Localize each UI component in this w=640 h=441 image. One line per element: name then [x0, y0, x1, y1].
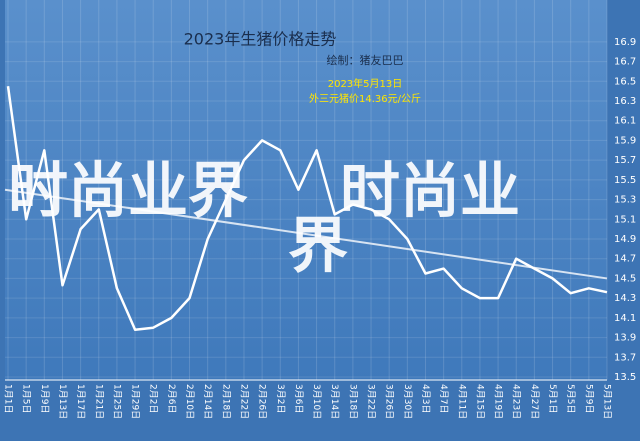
x-tick-label: 1月1日 — [3, 384, 14, 413]
y-tick-label: 13.7 — [614, 352, 636, 363]
x-tick-label: 3月18日 — [347, 384, 358, 419]
x-tick-label: 3月10日 — [311, 384, 322, 419]
x-tick-label: 3月26日 — [384, 384, 395, 419]
x-tick-label: 5月9日 — [583, 384, 594, 413]
y-tick-label: 15.9 — [614, 135, 636, 146]
y-tick-label: 14.7 — [614, 254, 636, 265]
y-tick-label: 13.9 — [614, 333, 636, 344]
x-tick-label: 3月14日 — [329, 384, 340, 419]
x-tick-label: 2月22日 — [238, 384, 249, 419]
x-tick-label: 4月23日 — [511, 384, 522, 419]
y-tick-label: 14.9 — [614, 234, 636, 245]
y-tick-label: 15.3 — [614, 195, 636, 206]
x-tick-label: 1月13日 — [57, 384, 68, 419]
y-tick-label: 15.7 — [614, 155, 636, 166]
x-tick-label: 4月19日 — [493, 384, 504, 419]
x-tick-label: 4月15日 — [474, 384, 485, 419]
x-tick-label: 5月5日 — [565, 384, 576, 413]
x-tick-label: 1月5日 — [21, 384, 32, 413]
annotation: 2023年5月13日 — [328, 77, 403, 90]
x-tick-label: 5月1日 — [547, 384, 558, 413]
y-tick-label: 16.1 — [614, 116, 636, 127]
x-tick-label: 2月6日 — [166, 384, 177, 413]
x-tick-label: 4月3日 — [420, 384, 431, 413]
chart-title: 2023年生猪价格走势 — [184, 30, 337, 49]
x-tick-label: 2月2日 — [148, 384, 159, 413]
x-tick-label: 4月11日 — [456, 384, 467, 419]
x-tick-label: 3月2日 — [275, 384, 286, 413]
x-tick-label: 1月17日 — [75, 384, 86, 419]
y-tick-label: 15.5 — [614, 175, 636, 186]
y-tick-label: 16.3 — [614, 96, 636, 107]
y-tick-label: 14.3 — [614, 293, 636, 304]
y-tick-label: 15.1 — [614, 214, 636, 225]
x-tick-label: 1月29日 — [130, 384, 141, 419]
y-tick-label: 13.5 — [614, 372, 636, 383]
trend-line — [4, 188, 608, 280]
x-tick-label: 3月22日 — [366, 384, 377, 419]
x-tick-label: 3月30日 — [402, 384, 413, 419]
x-tick-label: 2月26日 — [257, 384, 268, 419]
x-tick-label: 2月14日 — [202, 384, 213, 419]
x-tick-label: 1月25日 — [111, 384, 122, 419]
y-tick-label: 16.7 — [614, 57, 636, 68]
y-tick-label: 16.9 — [614, 37, 636, 48]
x-tick-label: 1月21日 — [93, 384, 104, 419]
annotation: 外三元猪价14.36元/公斤 — [309, 93, 421, 105]
x-tick-label: 2月18日 — [220, 384, 231, 419]
plot-area — [5, 0, 607, 380]
x-tick-label: 2月10日 — [184, 384, 195, 419]
x-tick-label: 4月27日 — [529, 384, 540, 419]
x-tick-label: 4月7日 — [438, 384, 449, 413]
x-tick-label: 3月6日 — [293, 384, 304, 413]
watermark: 界 — [288, 212, 348, 282]
y-tick-label: 14.1 — [614, 313, 636, 324]
x-tick-label: 5月13日 — [602, 384, 613, 419]
price-line — [6, 86, 608, 331]
watermark: 时尚业界 — [8, 157, 248, 227]
watermark: 时尚业 — [340, 157, 520, 227]
subtitle: 绘制：猪友巴巴 — [327, 53, 404, 67]
y-tick-label: 14.5 — [614, 273, 636, 284]
y-tick-label: 16.5 — [614, 76, 636, 87]
x-tick-label: 1月9日 — [39, 384, 50, 413]
